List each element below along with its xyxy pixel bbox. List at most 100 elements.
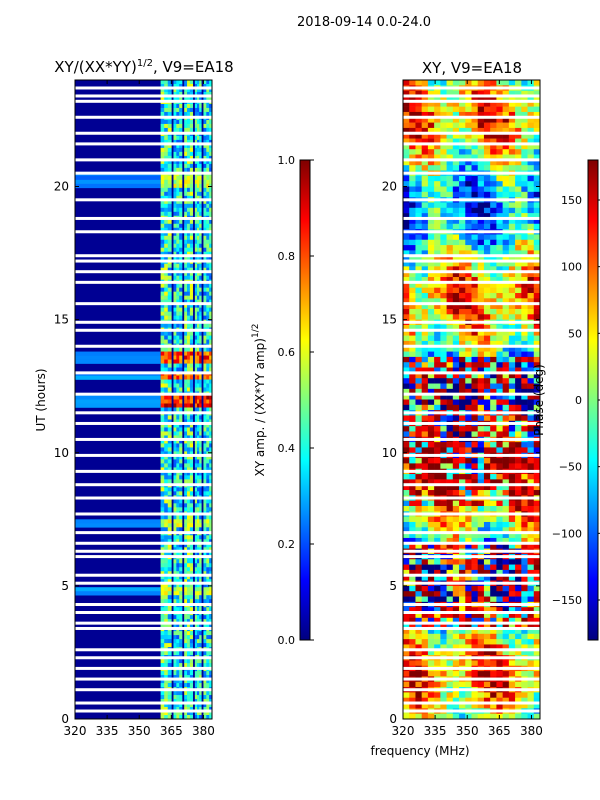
- amplitude-cell: [176, 199, 180, 205]
- phase-cell: [483, 95, 491, 102]
- phase-cell: [490, 506, 497, 512]
- amplitude-cell: [160, 467, 165, 472]
- phase-cell: [446, 213, 454, 219]
- phase-cell: [459, 506, 466, 512]
- phase-cell: [434, 330, 441, 336]
- phase-cell: [459, 90, 466, 97]
- amplitude-cell: [176, 143, 180, 149]
- amplitude-cell: [160, 95, 165, 101]
- phase-cell: [527, 447, 535, 454]
- amplitude-cell: [206, 463, 210, 468]
- phase-cell: [521, 293, 528, 299]
- phase-cell: [440, 399, 447, 406]
- phase-cell: [452, 564, 460, 571]
- amplitude-cell: [160, 575, 165, 580]
- phase-cell: [403, 218, 410, 225]
- amplitude-cell: [167, 375, 172, 380]
- phase-cell: [427, 521, 435, 528]
- amplitude-cell: [189, 691, 194, 696]
- amplitude-cell: [189, 447, 194, 452]
- phase-cell: [471, 186, 479, 193]
- phase-cell: [496, 442, 503, 448]
- phase-cell: [421, 431, 429, 438]
- amplitude-cell: [184, 159, 188, 165]
- phase-cell: [496, 271, 503, 278]
- amplitude-cell: [189, 503, 194, 508]
- amplitude-cell: [187, 563, 191, 568]
- amplitude-cell: [206, 703, 210, 708]
- amplitude-cell: [160, 243, 165, 249]
- amplitude-cell: [167, 579, 172, 584]
- phase-cell: [427, 287, 435, 294]
- phase-cell: [483, 490, 491, 496]
- phase-cell: [508, 245, 516, 251]
- amplitude-cell: [189, 367, 194, 372]
- phase-cell: [421, 596, 429, 603]
- phase-cell: [465, 261, 472, 267]
- phase-cell: [409, 463, 416, 470]
- amplitude-cell: [164, 651, 169, 656]
- amplitude-cell: [197, 80, 200, 85]
- phase-cell: [421, 671, 429, 677]
- phase-cell: [508, 463, 516, 470]
- phase-cell: [403, 362, 410, 368]
- phase-cell: [452, 394, 460, 400]
- amplitude-cell: [187, 235, 191, 241]
- amplitude-cell: [184, 619, 188, 624]
- phase-cell: [527, 383, 535, 390]
- amplitude-cell: [179, 563, 183, 568]
- amplitude-cell: [173, 459, 177, 464]
- phase-cell: [515, 516, 522, 523]
- phase-cell: [403, 506, 410, 512]
- amplitude-cell: [187, 355, 191, 360]
- amplitude-cell: [187, 267, 191, 272]
- phase-cell: [415, 80, 422, 86]
- amplitude-cell: [189, 235, 194, 241]
- phase-cell: [465, 671, 472, 677]
- phase-cell: [533, 559, 541, 565]
- phase-cell: [483, 293, 491, 299]
- phase-cell: [483, 500, 491, 507]
- amplitude-cell: [209, 103, 213, 109]
- phase-cell: [477, 351, 485, 358]
- amplitude-cell: [160, 151, 165, 157]
- amplitude-cell: [209, 519, 213, 524]
- amplitude-cell: [184, 535, 188, 540]
- amplitude-cell: [189, 395, 194, 400]
- phase-cell: [403, 346, 410, 352]
- phase-cell: [508, 633, 516, 640]
- amplitude-cell: [164, 459, 169, 464]
- amplitude-cell: [199, 591, 202, 596]
- phase-cell: [403, 138, 410, 145]
- phase-cell: [465, 644, 472, 651]
- amplitude-cell: [179, 463, 183, 468]
- phase-cell: [502, 415, 510, 422]
- amplitude-cell: [160, 619, 165, 624]
- amplitude-cell: [160, 175, 165, 181]
- phase-cell: [440, 149, 447, 155]
- amplitude-cell: [203, 463, 207, 468]
- phase-cell: [496, 612, 503, 619]
- amplitude-cell: [160, 179, 165, 185]
- amplitude-flagged-row: [75, 656, 212, 660]
- amplitude-cell: [199, 231, 202, 237]
- amplitude-cell: [167, 183, 172, 189]
- phase-cell: [427, 133, 435, 139]
- phase-cell: [515, 255, 522, 262]
- phase-cell: [465, 106, 472, 113]
- amplitude-cell: [164, 219, 169, 225]
- phase-cell: [521, 223, 528, 230]
- phase-cell: [465, 271, 472, 278]
- phase-cell: [440, 431, 447, 438]
- phase-cell: [427, 372, 435, 379]
- phase-cell: [515, 223, 522, 230]
- amplitude-cell: [164, 103, 169, 109]
- phase-cell: [471, 335, 479, 342]
- phase-cell: [490, 117, 497, 123]
- phase-cell: [427, 234, 435, 241]
- amplitude-cell: [189, 223, 194, 229]
- amplitude-cell: [167, 103, 172, 109]
- phase-cell: [496, 303, 503, 310]
- amplitude-cell: [189, 123, 194, 129]
- phase-cell: [533, 431, 541, 438]
